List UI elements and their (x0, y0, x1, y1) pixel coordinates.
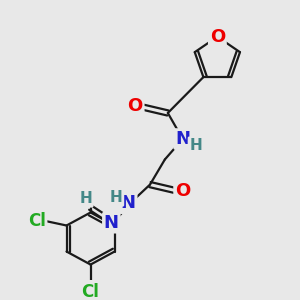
Text: H: H (189, 138, 202, 153)
Text: O: O (210, 28, 225, 46)
Text: O: O (175, 182, 190, 200)
Text: N: N (175, 130, 190, 148)
Text: N: N (121, 194, 136, 212)
Text: H: H (79, 191, 92, 206)
Text: H: H (110, 190, 123, 205)
Text: Cl: Cl (82, 283, 100, 300)
Text: O: O (128, 98, 143, 116)
Text: N: N (104, 214, 119, 232)
Text: Cl: Cl (28, 212, 46, 230)
